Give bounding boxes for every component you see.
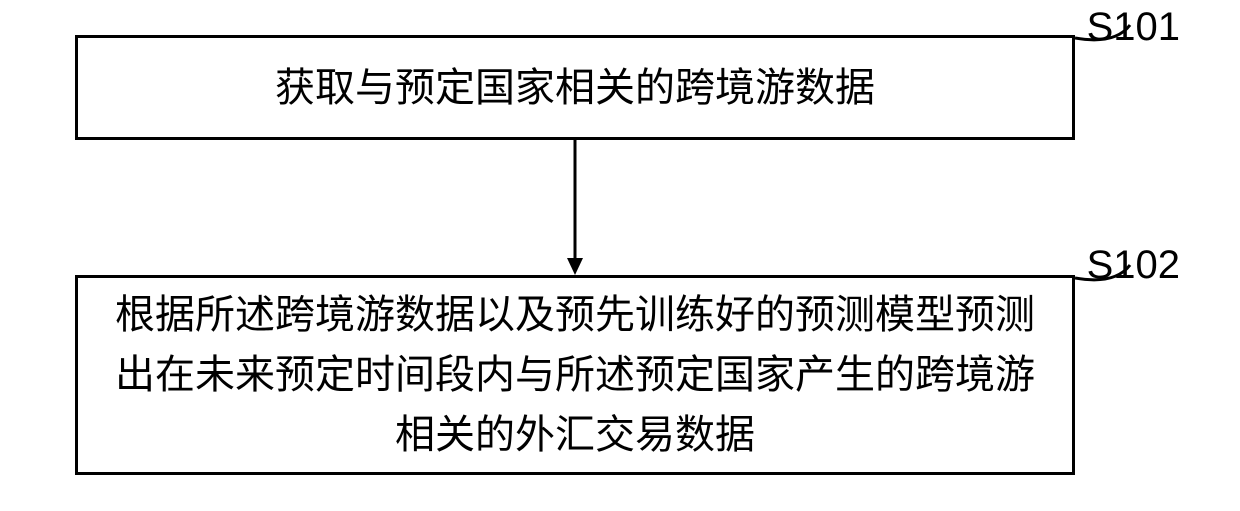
step-1-text: 获取与预定国家相关的跨境游数据	[275, 58, 875, 118]
flowchart-container: 获取与预定国家相关的跨境游数据 S101 根据所述跨境游数据以及预先训练好的预测…	[0, 0, 1240, 511]
step-2-text: 根据所述跨境游数据以及预先训练好的预测模型预测出在未来预定时间段内与所述预定国家…	[108, 285, 1042, 465]
flowchart-step-1: 获取与预定国家相关的跨境游数据	[75, 35, 1075, 140]
step-2-label: S102	[1087, 243, 1180, 288]
step-1-label: S101	[1087, 5, 1180, 50]
flowchart-step-2: 根据所述跨境游数据以及预先训练好的预测模型预测出在未来预定时间段内与所述预定国家…	[75, 275, 1075, 475]
arrow-connector	[565, 140, 585, 275]
